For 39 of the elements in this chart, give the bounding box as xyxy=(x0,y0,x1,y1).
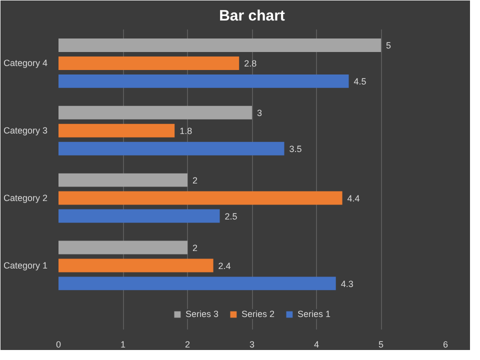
x-tick-label: 2 xyxy=(184,340,190,350)
y-tick-label: Category 3 xyxy=(3,126,48,136)
bar xyxy=(58,124,175,138)
data-label: 1.8 xyxy=(180,126,192,136)
data-label: 3.5 xyxy=(289,144,302,154)
data-label: 4.5 xyxy=(354,76,366,87)
x-tick-label: 3 xyxy=(249,340,255,350)
y-tick-label: Category 4 xyxy=(3,58,48,68)
x-tick-label: 4 xyxy=(314,340,320,350)
bar xyxy=(58,258,214,272)
data-label: 3 xyxy=(257,108,262,118)
data-label: 2 xyxy=(192,242,198,253)
legend-label: Series 1 xyxy=(298,309,331,319)
x-tick-label: 6 xyxy=(442,340,448,350)
data-label: 2.4 xyxy=(218,260,231,271)
bar xyxy=(58,142,284,156)
x-tick-label: 5 xyxy=(378,340,384,350)
bar xyxy=(58,56,240,70)
bar xyxy=(58,276,336,290)
bar xyxy=(58,106,252,120)
bar xyxy=(58,173,188,187)
data-label: 4.3 xyxy=(340,278,354,289)
data-label: 4.4 xyxy=(347,194,360,204)
data-label: 2.5 xyxy=(224,212,238,222)
y-tick-label: Category 1 xyxy=(3,260,48,270)
bar xyxy=(58,240,188,254)
bar xyxy=(58,209,220,223)
bar xyxy=(58,74,349,88)
chart-title: Bar chart xyxy=(219,8,285,24)
x-tick-label: 0 xyxy=(56,340,62,350)
x-tick-label: 1 xyxy=(120,340,126,350)
bar xyxy=(58,191,342,205)
legend-label: Series 2 xyxy=(241,309,275,319)
data-label: 5 xyxy=(386,40,392,51)
data-label: 2 xyxy=(192,176,198,186)
bar xyxy=(58,38,381,52)
data-label: 2.8 xyxy=(244,58,257,69)
y-tick-label: Category 2 xyxy=(3,193,48,204)
legend-label: Series 3 xyxy=(185,309,218,319)
